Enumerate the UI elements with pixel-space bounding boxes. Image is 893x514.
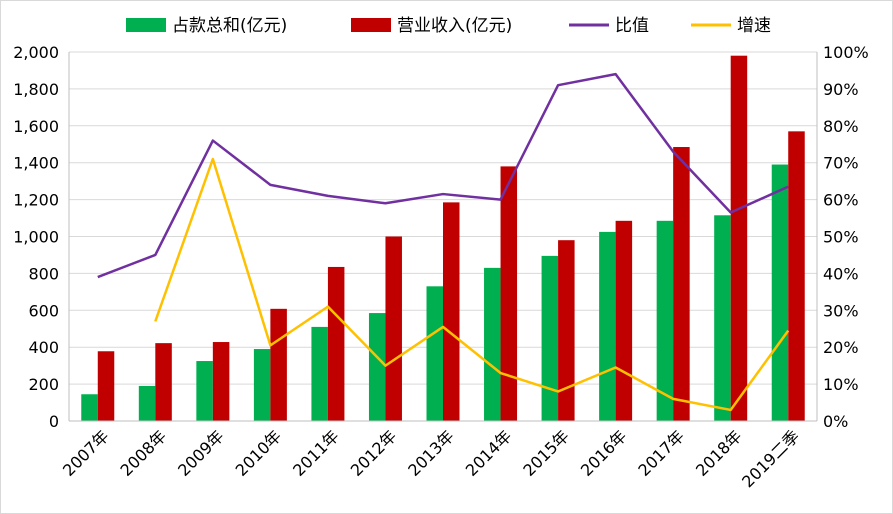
green-bar (196, 361, 213, 421)
x-tick-label: 2009年 (174, 426, 228, 480)
y-right-tick-label: 0% (823, 412, 848, 431)
legend-label: 比值 (615, 16, 649, 36)
green-bar (368, 313, 386, 421)
y-left-tick-label: 800 (28, 264, 59, 283)
x-tick-label: 2012年 (347, 426, 401, 480)
red-bar (212, 342, 230, 421)
y-left-tick-label: 0 (49, 412, 59, 431)
growth-line (154, 157, 790, 412)
y-right-tick-label: 60% (823, 191, 859, 210)
red-bar (327, 266, 345, 421)
red-bar (97, 351, 115, 421)
green-bar (311, 326, 328, 421)
green-bar (253, 349, 271, 421)
x-tick-label: 2011年 (289, 426, 343, 480)
bars (81, 55, 805, 422)
x-tick-label: 2019二季 (738, 426, 803, 491)
legend-swatch (126, 18, 166, 32)
y-left-tick-label: 1,800 (13, 80, 59, 99)
x-tick-label: 2018年 (692, 426, 746, 480)
red-bar (730, 55, 748, 421)
y-right-tick-label: 80% (823, 117, 859, 136)
y-left-tick-label: 400 (28, 338, 59, 357)
red-bar (155, 343, 172, 421)
lines (97, 72, 790, 412)
x-tick-label: 2007年 (59, 426, 113, 480)
y-left-tick-label: 1,400 (13, 154, 59, 173)
red-bar (443, 202, 460, 421)
green-bar (599, 231, 616, 421)
red-bar (673, 147, 690, 421)
y-right-tick-label: 20% (823, 338, 859, 357)
red-bar (788, 131, 805, 421)
green-bar (484, 267, 501, 421)
y-right-tick-label: 40% (823, 264, 859, 283)
y-left-tick-label: 1,000 (13, 228, 59, 247)
red-bar (500, 166, 518, 421)
y-right-tick-label: 100% (823, 43, 869, 62)
x-tick-label: 2015年 (519, 426, 573, 480)
y-right-tick-label: 70% (823, 154, 859, 173)
green-bar (81, 394, 98, 421)
legend-label: 营业收入(亿元) (397, 16, 512, 36)
green-bar (656, 220, 674, 421)
ratio-line (97, 72, 789, 279)
x-tick-label: 2017年 (634, 426, 688, 480)
legend-label: 占款总和(亿元) (172, 16, 287, 36)
y-left-tick-label: 200 (28, 375, 59, 394)
green-bar (714, 215, 731, 421)
green-bar (426, 286, 443, 421)
green-bar (138, 385, 156, 421)
y-left-tick-label: 2,000 (13, 43, 59, 62)
legend-swatch (351, 18, 391, 32)
y-right-tick-label: 90% (823, 80, 859, 99)
red-bar (270, 308, 287, 421)
legend-label: 增速 (737, 16, 771, 36)
x-tick-label: 2010年 (232, 426, 286, 480)
red-bar (385, 236, 402, 421)
red-bar (558, 240, 575, 421)
legend: 占款总和(亿元) 营业收入(亿元) 比值 增速 (126, 16, 771, 36)
red-bar (615, 220, 633, 421)
y-left-tick-label: 1,600 (13, 117, 59, 136)
green-bar (771, 164, 789, 422)
x-tick-label: 2016年 (577, 426, 631, 480)
y-right-tick-label: 10% (823, 375, 859, 394)
x-tick-label: 2013年 (404, 426, 458, 480)
green-bar (541, 255, 559, 421)
y-left-tick-label: 600 (28, 301, 59, 320)
y-right-tick-label: 50% (823, 228, 859, 247)
x-tick-label: 2008年 (117, 426, 171, 480)
y-left-tick-label: 1,200 (13, 191, 59, 210)
x-tick-label: 2014年 (462, 426, 516, 480)
y-right-tick-label: 30% (823, 301, 859, 320)
